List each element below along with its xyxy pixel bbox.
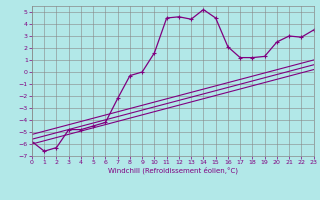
X-axis label: Windchill (Refroidissement éolien,°C): Windchill (Refroidissement éolien,°C)	[108, 167, 238, 174]
